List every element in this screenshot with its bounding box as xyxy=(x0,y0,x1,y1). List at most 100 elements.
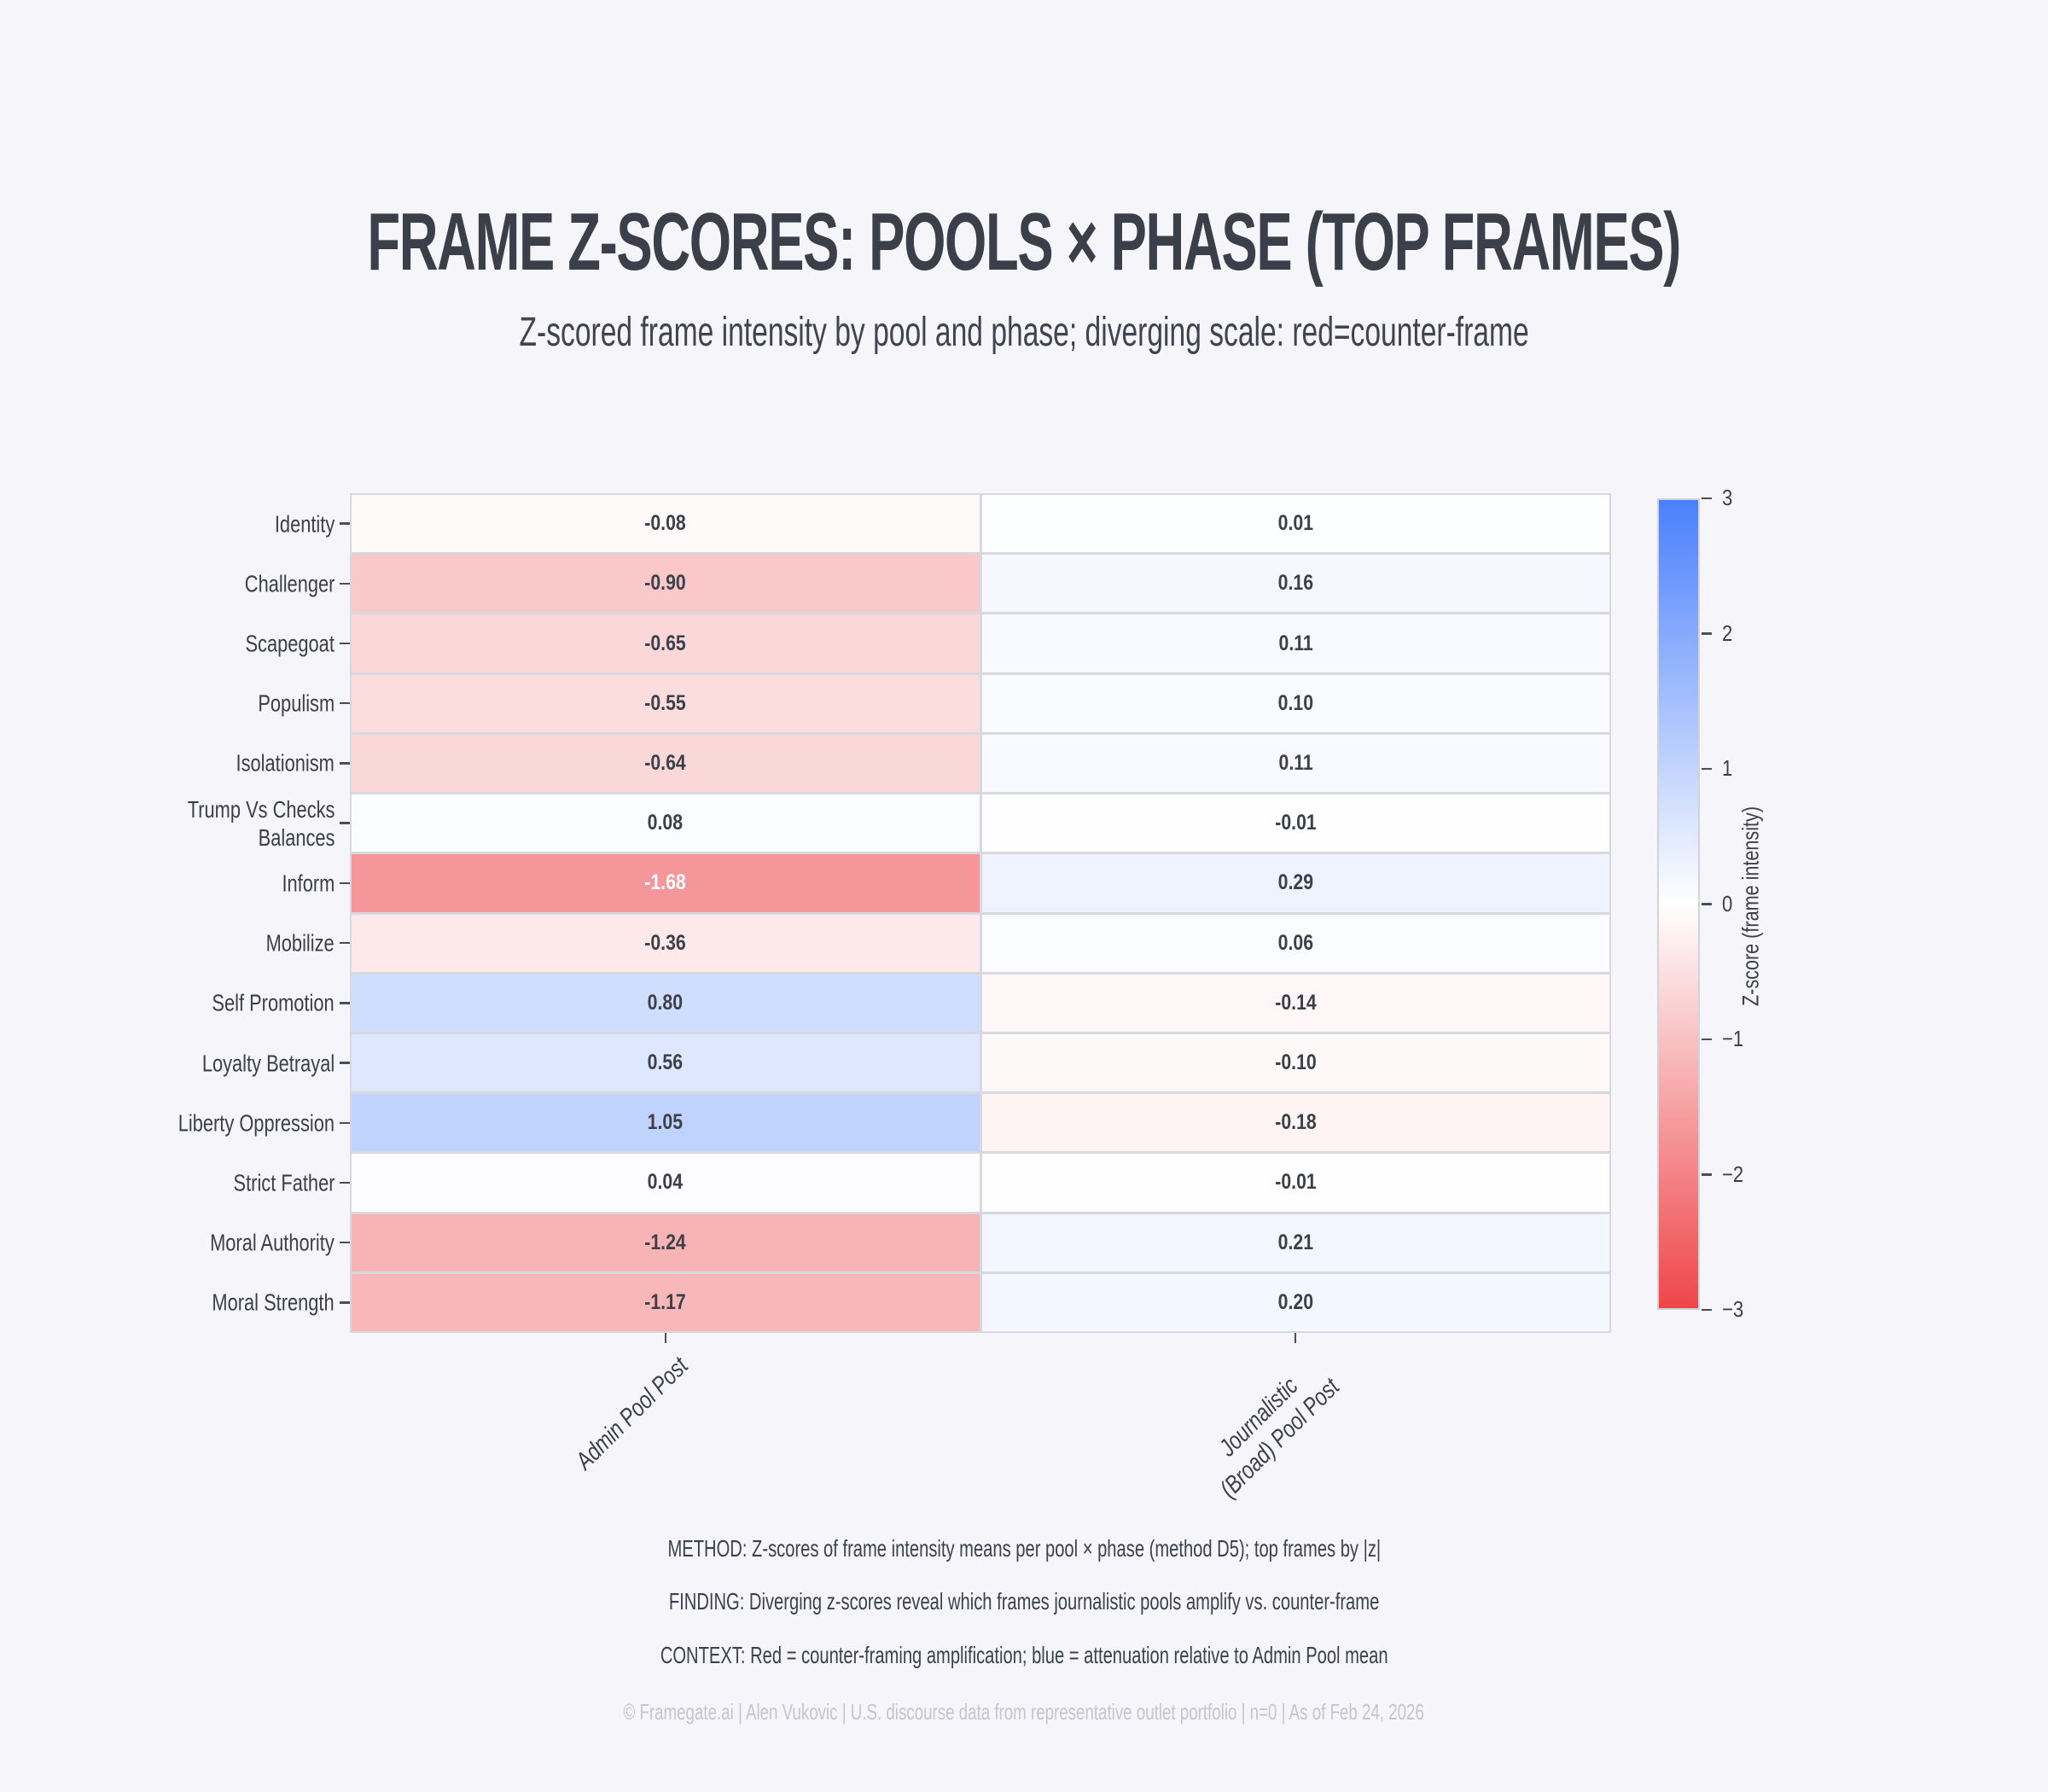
row-label: Inform xyxy=(282,870,335,897)
heatmap-cell: -1.17 xyxy=(352,1273,980,1331)
colorbar-tick-mark xyxy=(1702,767,1712,771)
heatmap-cell: 0.06 xyxy=(981,914,1609,972)
y-tick-mark xyxy=(340,582,350,585)
heatmap-cell: -0.01 xyxy=(981,794,1609,852)
heatmap-cell: 0.56 xyxy=(352,1033,980,1092)
cell-value: -1.68 xyxy=(644,870,686,895)
heatmap-cell: -0.55 xyxy=(352,674,980,732)
colorbar-tick-label: −3 xyxy=(1722,1295,1744,1322)
y-tick-mark xyxy=(340,642,350,645)
cell-value: -0.65 xyxy=(644,631,686,655)
cell-value: 0.08 xyxy=(648,811,684,835)
x-tick-mark xyxy=(664,1333,666,1343)
cell-value: 0.56 xyxy=(648,1050,684,1075)
heatmap-cell: 0.11 xyxy=(981,614,1609,672)
row-label: Identity xyxy=(274,510,335,538)
copyright-line: © Framegate.ai | Alen Vukovic | U.S. dis… xyxy=(623,1699,1425,1725)
heatmap-grid: -0.08 0.01 -0.90 0.16 -0.65 0.11 -0.55 0.10 -0.6… xyxy=(350,493,1611,1333)
heatmap-cell: 0.21 xyxy=(981,1213,1609,1271)
footnote-finding: FINDING: Diverging z-scores reveal which… xyxy=(668,1588,1380,1615)
y-tick-mark xyxy=(340,822,350,824)
colorbar-tick-mark xyxy=(1702,1308,1712,1312)
heatmap-cell: 0.04 xyxy=(352,1154,980,1212)
column-label: Admin Pool Post xyxy=(571,1352,695,1475)
cell-value: 0.11 xyxy=(1278,631,1313,655)
colorbar-tick-mark xyxy=(1702,903,1712,905)
y-tick-mark xyxy=(340,1241,350,1244)
colorbar-tick-label: 3 xyxy=(1722,484,1733,510)
cell-value: 0.01 xyxy=(1277,511,1313,536)
footnote-method: METHOD: Z-scores of frame intensity mean… xyxy=(667,1535,1381,1562)
heatmap-cell: -0.18 xyxy=(981,1094,1609,1152)
row-label: Populism xyxy=(258,689,335,717)
y-tick-mark xyxy=(340,1002,350,1004)
colorbar-tick-label: −2 xyxy=(1722,1161,1744,1187)
heatmap-cell: 0.01 xyxy=(981,495,1609,553)
y-tick-mark xyxy=(340,1121,350,1124)
y-tick-mark xyxy=(340,762,350,765)
cell-value: -0.55 xyxy=(644,690,686,715)
colorbar-tick-mark xyxy=(1702,632,1712,635)
cell-value: -0.01 xyxy=(1275,1170,1317,1195)
colorbar-tick-label: −1 xyxy=(1722,1025,1744,1051)
row-label: Trump Vs Checks Balances xyxy=(187,795,335,851)
heatmap-cell: -0.01 xyxy=(981,1154,1609,1212)
column-label: Journalistic (Broad) Pool Post xyxy=(1214,1372,1346,1504)
y-tick-mark xyxy=(340,522,350,525)
cell-value: 1.05 xyxy=(648,1110,684,1135)
cell-value: 0.10 xyxy=(1277,690,1313,715)
row-label: Moral Authority xyxy=(210,1229,335,1256)
heatmap-cell: 1.05 xyxy=(352,1094,980,1152)
row-label: Isolationism xyxy=(236,749,335,777)
y-tick-mark xyxy=(340,1301,350,1304)
heatmap-cell: 0.29 xyxy=(981,854,1609,912)
cell-value: 0.29 xyxy=(1277,870,1313,895)
row-label: Strict Father xyxy=(233,1169,335,1196)
y-tick-mark xyxy=(340,941,350,945)
heatmap-cell: -0.64 xyxy=(352,734,980,793)
heatmap-cell: 0.80 xyxy=(352,974,980,1032)
colorbar-tick-label: 0 xyxy=(1722,890,1733,916)
colorbar xyxy=(1657,498,1700,1310)
y-tick-mark xyxy=(340,881,350,885)
x-tick-mark xyxy=(1295,1333,1297,1343)
cell-value: 0.06 xyxy=(1277,930,1313,955)
heatmap-cell: 0.10 xyxy=(981,674,1609,732)
row-label: Mobilize xyxy=(265,929,335,957)
heatmap-cell: -1.68 xyxy=(352,854,980,912)
heatmap-cell: 0.20 xyxy=(981,1273,1609,1331)
heatmap-cell: 0.16 xyxy=(981,555,1609,613)
row-label: Moral Strength xyxy=(212,1289,335,1316)
heatmap-cell: -0.14 xyxy=(981,974,1609,1032)
y-tick-mark xyxy=(340,702,350,705)
chart-subtitle: Z-scored frame intensity by pool and pha… xyxy=(0,310,2048,356)
chart-title-text: FRAME Z-SCORES: POOLS × PHASE (TOP FRAME… xyxy=(367,196,1682,288)
y-tick-mark xyxy=(340,1181,350,1184)
cell-value: 0.21 xyxy=(1277,1230,1313,1254)
cell-value: 0.16 xyxy=(1277,571,1313,596)
heatmap-cell: 0.11 xyxy=(981,734,1609,793)
heatmap-cell: -1.24 xyxy=(352,1213,980,1271)
row-label: Challenger xyxy=(244,570,335,597)
cell-value: 0.04 xyxy=(648,1170,684,1195)
row-label: Scapegoat xyxy=(245,630,335,657)
cell-value: -0.14 xyxy=(1275,990,1317,1015)
cell-value: -0.36 xyxy=(644,930,686,955)
cell-value: 0.80 xyxy=(648,990,684,1015)
colorbar-tick-mark xyxy=(1702,497,1712,500)
cell-value: -0.90 xyxy=(644,571,686,596)
chart-subtitle-text: Z-scored frame intensity by pool and pha… xyxy=(519,310,1529,355)
colorbar-tick-mark xyxy=(1702,1173,1712,1176)
cell-value: -0.08 xyxy=(644,511,686,536)
cell-value: -0.18 xyxy=(1275,1110,1317,1135)
colorbar-tick-mark xyxy=(1702,1038,1712,1041)
y-tick-mark xyxy=(340,1062,350,1064)
cell-value: 0.20 xyxy=(1277,1289,1313,1314)
cell-value: -1.17 xyxy=(644,1289,686,1314)
cell-value: 0.11 xyxy=(1278,750,1313,775)
colorbar-tick-label: 2 xyxy=(1722,620,1733,646)
cell-value: -0.01 xyxy=(1275,811,1317,835)
heatmap-cell: -0.36 xyxy=(352,914,980,972)
heatmap-cell: -0.10 xyxy=(981,1033,1609,1092)
cell-value: -1.24 xyxy=(644,1230,686,1254)
